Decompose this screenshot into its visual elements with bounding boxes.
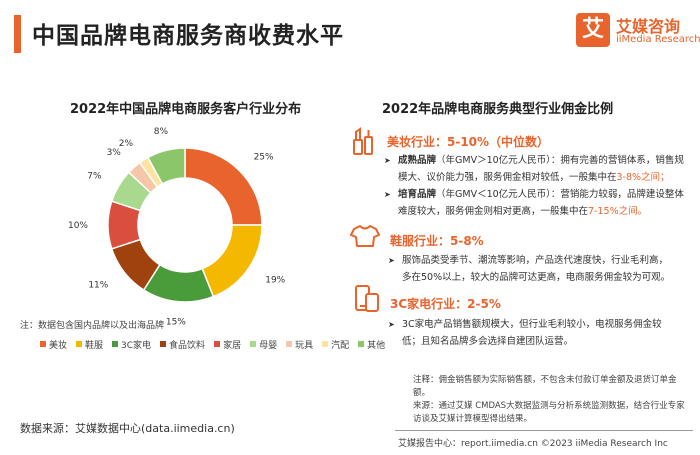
legend-item-母婴: 母婴: [250, 338, 277, 351]
legend-label: 母婴: [259, 341, 278, 351]
mature-brand-highlight: 3-8%之间；: [616, 172, 670, 183]
donut-slice-其他: [146, 147, 186, 185]
mature-brand-label: 成熟品牌: [398, 155, 437, 166]
donut-slice-美妆: [184, 147, 263, 226]
slice-label-其他: 8%: [154, 127, 169, 137]
legend-item-家居: 家居: [214, 338, 241, 351]
legend-swatch: [322, 341, 329, 347]
electronics-bullet: ➤ 3C家电产品销售额规模大，但行业毛利较小，电视服务佣金较 低；且知名品牌多会…: [388, 316, 692, 350]
slice-label-母婴: 7%: [87, 172, 102, 182]
legend-label: 其他: [367, 341, 386, 351]
cosmetics-bullet-mature: ➤ 成熟品牌（年GMV＞10亿元人民币）：拥有完善的营销体系，销售规 模大、议价…: [384, 152, 693, 186]
legend-swatch: [286, 341, 293, 347]
electronics-text-1: 3C家电产品销售额规模大，但行业毛利较小，电视服务佣金较: [402, 319, 662, 330]
title-accent-bar: [14, 15, 21, 53]
growing-brand-text-1: （年GMV＜10亿元人民币）：营销能力较弱，品牌建设整体: [436, 189, 684, 200]
bullet-arrow-icon: ➤: [384, 190, 391, 199]
chart-legend: 美妆 鞋服 3C家电 食品饮料 家居 母婴 玩具 汽配 其他: [40, 338, 394, 351]
commission-title: 2022年品牌电商服务典型行业佣金比例: [382, 102, 614, 117]
footnote-line-4: 访谈及艾媒计算模型得出结果。: [413, 414, 533, 424]
growing-brand-text-2: 难度较大，服务佣金则相对更高，一般集中在: [398, 206, 589, 217]
legend-label: 美妆: [49, 341, 68, 351]
apparel-bullet: ➤ 服饰品类受季节、潮流等影响，产品迭代速度快，行业毛利高， 多在50%以上，较…: [388, 252, 692, 286]
legend-label: 家居: [223, 341, 242, 351]
growing-brand-label: 培育品牌: [398, 189, 437, 200]
footnote: 注释：佣金销售额为实际销售额，不包含未付款订单金额及退货订单金 额。 来源：通过…: [413, 374, 693, 426]
bullet-arrow-icon: ➤: [388, 256, 395, 265]
legend-swatch: [160, 341, 167, 347]
footnote-line-2: 额。: [413, 388, 431, 398]
mature-brand-text-2: 模大、议价能力强，服务佣金相对较低，一般集中在: [398, 172, 617, 183]
legend-label: 3C家电: [121, 341, 152, 351]
legend-item-其他: 其他: [358, 338, 385, 351]
growing-brand-highlight: 7-15%之间。: [588, 206, 648, 217]
cosmetics-bullet-growing: ➤ 培育品牌（年GMV＜10亿元人民币）：营销能力较弱，品牌建设整体 难度较大，…: [384, 186, 693, 220]
legend-label: 鞋服: [85, 341, 104, 351]
legend-swatch: [358, 341, 365, 347]
legend-item-美妆: 美妆: [40, 338, 67, 351]
legend-label: 汽配: [331, 341, 350, 351]
legend-label: 食品饮料: [169, 341, 206, 351]
footer-divider: [395, 430, 693, 431]
page-title: 中国品牌电商服务商收费水平: [32, 23, 344, 49]
apparel-text-2: 多在50%以上，较大的品牌可达更高，电商服务佣金较为可观。: [402, 272, 671, 283]
cosmetics-section-title: 美妆行业：5-10%（中位数）: [387, 135, 550, 149]
phone-icon: [355, 285, 379, 312]
slice-label-3C家电: 15%: [166, 318, 186, 325]
slice-label-食品饮料: 11%: [88, 280, 108, 290]
legend-item-鞋服: 鞋服: [76, 338, 103, 351]
chart-title: 2022年中国品牌电商服务客户行业分布: [70, 102, 302, 117]
report-source: 艾媒报告中心：report.iimedia.cn ©2023 iiMedia R…: [398, 439, 668, 449]
slice-label-美妆: 25%: [254, 152, 274, 162]
chart-note: 注：数据包含国内品牌以及出海品牌: [20, 321, 165, 331]
slice-label-汽配: 2%: [119, 139, 134, 149]
data-source: 数据来源：艾媒数据中心(data.iimedia.cn): [20, 422, 235, 435]
legend-swatch: [76, 341, 83, 347]
legend-item-汽配: 汽配: [322, 338, 349, 351]
legend-item-玩具: 玩具: [286, 338, 313, 351]
brand-logo: 艾 艾媒咨询 iiMedia Research: [576, 13, 700, 49]
bullet-arrow-icon: ➤: [388, 320, 395, 329]
legend-swatch: [214, 341, 221, 347]
legend-swatch: [250, 341, 257, 347]
logo-mark: 艾: [576, 13, 610, 47]
shirt-icon: [350, 225, 380, 247]
logo-subtitle: iiMedia Research: [616, 34, 700, 45]
apparel-text-1: 服饰品类受季节、潮流等影响，产品迭代速度快，行业毛利高，: [402, 255, 669, 266]
footnote-line-1: 注释：佣金销售额为实际销售额，不包含未付款订单金额及退货订单金: [413, 375, 677, 385]
legend-item-食品饮料: 食品饮料: [160, 338, 205, 351]
donut-slice-鞋服: [201, 224, 263, 298]
electronics-section-title: 3C家电行业：2-5%: [390, 297, 501, 311]
footnote-line-3: 来源：通过艾媒 CMDAS大数据监测与分析系统监测数据，结合行业专家: [413, 401, 685, 411]
apparel-section-title: 鞋服行业：5-8%: [390, 234, 484, 248]
legend-item-3C家电: 3C家电: [112, 338, 151, 351]
electronics-text-2: 低；且知名品牌多会选择自建团队运营。: [402, 336, 574, 347]
logo-name: 艾媒咨询: [616, 17, 681, 36]
legend-swatch: [112, 341, 119, 347]
bullet-arrow-icon: ➤: [384, 156, 391, 165]
legend-label: 玩具: [295, 341, 314, 351]
lipstick-icon: [353, 127, 373, 155]
slice-label-鞋服: 19%: [265, 276, 285, 286]
mature-brand-text-1: （年GMV＞10亿元人民币）：拥有完善的营销体系，销售规: [436, 155, 684, 166]
slice-label-家居: 10%: [68, 221, 88, 231]
donut-chart: 25% 19% 15% 11% 10% 7% 3%2% 8%: [68, 127, 286, 325]
slice-label-玩具: 3%: [107, 148, 122, 158]
legend-swatch: [40, 341, 46, 347]
